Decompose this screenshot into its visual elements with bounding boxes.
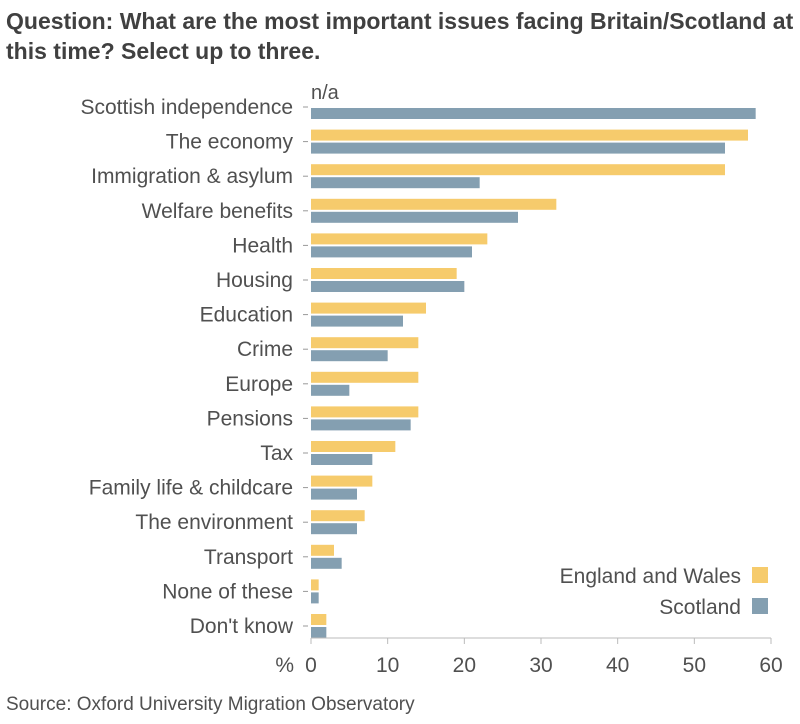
bar-scotland xyxy=(311,315,403,327)
x-tick-label: 20 xyxy=(453,654,476,677)
category-label: Health xyxy=(232,234,293,257)
category-label: The environment xyxy=(135,511,293,534)
na-annotation: n/a xyxy=(311,82,340,104)
category-label: Europe xyxy=(225,373,293,396)
category-label: Crime xyxy=(237,338,293,361)
bar-scotland xyxy=(311,350,388,362)
bar-england-wales xyxy=(311,544,334,556)
bar-england-wales xyxy=(311,441,396,452)
bar-scotland xyxy=(311,419,411,431)
category-label: Housing xyxy=(216,269,293,292)
bar-england-wales xyxy=(311,614,327,625)
bar-scotland xyxy=(311,627,327,638)
category-label: Family life & childcare xyxy=(89,477,293,500)
category-label: Immigration & asylum xyxy=(91,165,293,188)
legend-label: England and Wales xyxy=(560,565,741,588)
bar-scotland xyxy=(311,246,472,258)
category-label: Transport xyxy=(204,546,293,569)
chart-title: Question: What are the most important is… xyxy=(6,8,794,64)
bar-england-wales xyxy=(311,233,488,245)
x-tick-label: 50 xyxy=(683,654,706,677)
category-label: The economy xyxy=(166,131,294,154)
bar-scotland xyxy=(311,177,480,189)
bar-scotland xyxy=(311,557,342,569)
bar-scotland xyxy=(311,592,319,604)
bar-england-wales xyxy=(311,406,419,418)
category-label: Scottish independence xyxy=(81,96,294,119)
x-axis-label: % xyxy=(275,654,294,677)
bar-england-wales xyxy=(311,129,748,141)
legend-label: Scotland xyxy=(659,596,741,619)
bar-england-wales xyxy=(311,475,373,487)
bar-scotland xyxy=(311,142,725,154)
bar-scotland xyxy=(311,108,756,119)
x-tick-label: 0 xyxy=(305,654,317,677)
bar-scotland xyxy=(311,384,350,396)
category-label: Tax xyxy=(260,442,293,465)
legend-swatch xyxy=(752,567,768,583)
bar-scotland xyxy=(311,523,357,535)
x-tick-label: 40 xyxy=(606,654,629,677)
category-label: Don't know xyxy=(190,615,294,638)
legend-swatch xyxy=(752,598,768,614)
x-tick-label: 60 xyxy=(759,654,782,677)
bar-scotland xyxy=(311,211,518,223)
bar-england-wales xyxy=(311,371,419,383)
category-label: None of these xyxy=(162,580,293,603)
bar-england-wales xyxy=(311,337,419,349)
bar-england-wales xyxy=(311,302,426,314)
bar-england-wales xyxy=(311,164,725,176)
category-label: Pensions xyxy=(207,407,293,430)
bar-england-wales xyxy=(311,579,319,591)
source-note: Source: Oxford University Migration Obse… xyxy=(6,694,415,715)
category-label: Welfare benefits xyxy=(142,200,293,223)
bar-england-wales xyxy=(311,198,557,210)
bar-england-wales xyxy=(311,510,365,522)
bar-england-wales xyxy=(311,268,457,279)
bar-scotland xyxy=(311,281,465,292)
x-tick-label: 10 xyxy=(376,654,399,677)
x-tick-label: 30 xyxy=(529,654,552,677)
bar-scotland xyxy=(311,454,373,465)
bar-scotland xyxy=(311,488,357,500)
category-label: Education xyxy=(200,304,293,327)
